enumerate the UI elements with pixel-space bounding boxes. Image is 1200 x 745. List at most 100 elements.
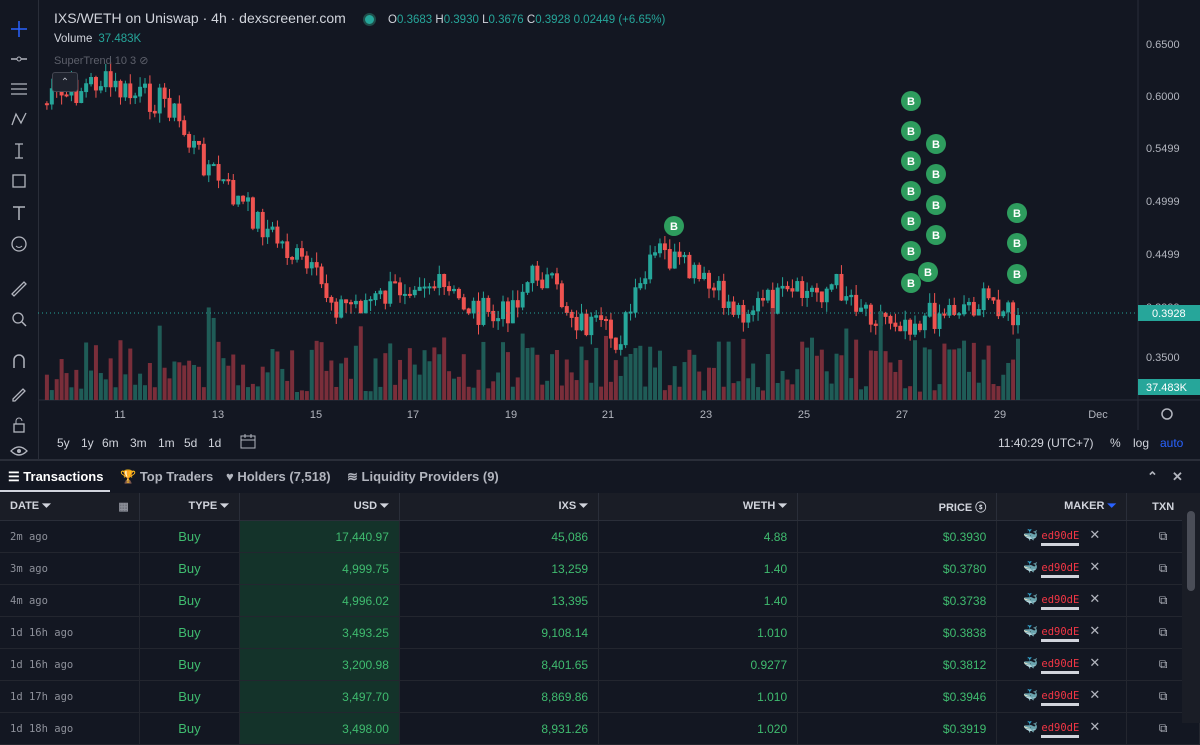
log-scale-toggle[interactable]: log xyxy=(1133,436,1150,450)
volume-bar xyxy=(201,387,206,400)
header-usd[interactable]: USD ⏷ xyxy=(239,493,400,521)
header-type[interactable]: TYPE ⏷ xyxy=(139,493,241,521)
collapse-panel-icon[interactable]: ⌃ xyxy=(1147,469,1158,484)
candle-body xyxy=(471,300,476,314)
table-row[interactable]: 1d 16h ago Buy 3,493.25 9,108.14 1.010 $0.383… xyxy=(0,616,1200,649)
header-date[interactable]: DATE ⏷ ▦ xyxy=(0,493,140,521)
rectangle-icon[interactable] xyxy=(6,168,32,194)
tab-holders[interactable]: ♥ Holders (7,518) xyxy=(226,469,331,484)
tab-transactions[interactable]: ☰ Transactions xyxy=(8,469,104,484)
external-link-icon[interactable]: ⧉ xyxy=(1158,721,1168,735)
maker-address-link[interactable]: ed90dE xyxy=(1041,530,1080,546)
timeframe-3m[interactable]: 3m xyxy=(130,436,147,450)
clear-filter-icon[interactable]: ✕ xyxy=(1089,527,1101,542)
row-maker[interactable]: 🐳 ed90dE ✕ xyxy=(996,552,1128,585)
table-row[interactable]: 1d 18h ago Buy 3,498.00 8,931.26 1.020 $0.391… xyxy=(0,712,1200,745)
ruler-icon[interactable] xyxy=(6,276,32,302)
header-maker[interactable]: MAKER ⏷ xyxy=(996,493,1128,521)
eye-icon[interactable] xyxy=(6,438,32,464)
timeframe-5y[interactable]: 5y xyxy=(57,436,70,450)
table-row[interactable]: 2m ago Buy 17,440.97 45,086 4.88 $0.3930 🐳 ed90… xyxy=(0,520,1200,553)
tab-top-traders[interactable]: 🏆 Top Traders xyxy=(120,469,214,484)
candlestick-chart[interactable]: 0.65000.60000.54990.49990.44990.39990.35… xyxy=(38,0,1200,430)
panel-divider[interactable] xyxy=(0,459,1200,461)
price-chart[interactable]: 0.65000.60000.54990.49990.44990.39990.35… xyxy=(38,0,1200,460)
external-link-icon[interactable]: ⧉ xyxy=(1158,529,1168,543)
external-link-icon[interactable]: ⧉ xyxy=(1158,625,1168,639)
maker-address-link[interactable]: ed90dE xyxy=(1041,690,1080,706)
candle-body xyxy=(427,286,432,289)
volume-bar xyxy=(839,355,844,400)
row-maker[interactable]: 🐳 ed90dE ✕ xyxy=(996,648,1128,681)
collapse-legend-button[interactable]: ⌃ xyxy=(52,72,78,92)
header-price[interactable]: PRICE ⓢ xyxy=(797,493,998,521)
tab-liquidity-providers[interactable]: ≋ Liquidity Providers (9) xyxy=(347,469,499,484)
maker-address-link[interactable]: ed90dE xyxy=(1041,722,1080,738)
candle-body xyxy=(496,318,501,322)
chart-area[interactable]: 0.65000.60000.54990.49990.44990.39990.35… xyxy=(0,0,1200,460)
table-row[interactable]: 4m ago Buy 4,996.02 13,395 1.40 $0.3738 🐳 ed90d… xyxy=(0,584,1200,617)
percent-scale-toggle[interactable]: % xyxy=(1110,436,1121,450)
row-maker[interactable]: 🐳 ed90dE ✕ xyxy=(996,680,1128,713)
table-row[interactable]: 1d 17h ago Buy 3,497.70 8,869.86 1.010 $0.394… xyxy=(0,680,1200,713)
row-maker[interactable]: 🐳 ed90dE ✕ xyxy=(996,712,1128,745)
maker-address-link[interactable]: ed90dE xyxy=(1041,594,1080,610)
measure-icon[interactable] xyxy=(6,138,32,164)
magnet-icon[interactable] xyxy=(6,348,32,374)
candle-body xyxy=(265,228,270,238)
clear-filter-icon[interactable]: ✕ xyxy=(1089,687,1101,702)
zoom-icon[interactable] xyxy=(6,306,32,332)
candle-body xyxy=(447,286,452,292)
table-row[interactable]: 3m ago Buy 4,999.75 13,259 1.40 $0.3780 🐳 ed90d… xyxy=(0,552,1200,585)
row-maker[interactable]: 🐳 ed90dE ✕ xyxy=(996,616,1128,649)
clear-filter-icon[interactable]: ✕ xyxy=(1089,623,1101,638)
volume-bar xyxy=(628,353,633,400)
trend-line-icon[interactable] xyxy=(6,46,32,72)
clear-filter-icon[interactable]: ✕ xyxy=(1089,559,1101,574)
drawing-mode-icon[interactable] xyxy=(6,380,32,406)
candle-body xyxy=(412,289,417,296)
volume-bar xyxy=(147,362,152,400)
timeframe-5d[interactable]: 5d xyxy=(184,436,198,450)
hidden-eye-icon[interactable]: ⊘ xyxy=(139,55,149,67)
external-link-icon[interactable]: ⧉ xyxy=(1158,561,1168,575)
clear-filter-icon[interactable]: ✕ xyxy=(1089,655,1101,670)
ohlc-readout: O0.3683 H0.3930 L0.3676 C0.3928 0.02449 … xyxy=(388,14,666,26)
scrollbar-thumb[interactable] xyxy=(1187,511,1195,591)
external-link-icon[interactable]: ⧉ xyxy=(1158,689,1168,703)
volume-bar xyxy=(780,370,785,400)
row-maker[interactable]: 🐳 ed90dE ✕ xyxy=(996,520,1128,553)
timeframe-6m[interactable]: 6m xyxy=(102,436,119,450)
calendar-icon[interactable]: ▦ xyxy=(118,501,129,513)
emoji-icon[interactable] xyxy=(6,231,32,257)
external-link-icon[interactable]: ⧉ xyxy=(1158,593,1168,607)
auto-scale-toggle[interactable]: auto xyxy=(1160,436,1184,450)
pattern-icon[interactable] xyxy=(6,106,32,132)
fib-icon[interactable] xyxy=(6,76,32,102)
header-ixs[interactable]: IXS ⏷ xyxy=(399,493,600,521)
crosshair-icon[interactable] xyxy=(6,16,32,42)
clear-filter-icon[interactable]: ✕ xyxy=(1089,591,1101,606)
candle-body xyxy=(133,95,138,99)
timeframe-1y[interactable]: 1y xyxy=(81,436,94,450)
maker-address-link[interactable]: ed90dE xyxy=(1041,658,1080,674)
timeframe-1m[interactable]: 1m xyxy=(158,436,175,450)
external-link-icon[interactable]: ⧉ xyxy=(1158,657,1168,671)
text-icon[interactable] xyxy=(6,200,32,226)
lock-icon[interactable] xyxy=(6,412,32,438)
header-weth[interactable]: WETH ⏷ xyxy=(598,493,799,521)
candle-body xyxy=(589,316,594,336)
supertrend-legend[interactable]: SuperTrend 10 3 ⊘ xyxy=(54,55,149,67)
candle-body xyxy=(216,164,221,181)
maker-address-link[interactable]: ed90dE xyxy=(1041,626,1080,642)
candle-body xyxy=(270,226,275,230)
clear-filter-icon[interactable]: ✕ xyxy=(1089,719,1101,734)
table-scrollbar[interactable] xyxy=(1182,493,1200,723)
candle-body xyxy=(182,120,187,135)
maker-address-link[interactable]: ed90dE xyxy=(1041,562,1080,578)
timeframe-1d[interactable]: 1d xyxy=(208,436,222,450)
close-panel-icon[interactable]: ✕ xyxy=(1172,469,1183,484)
row-maker[interactable]: 🐳 ed90dE ✕ xyxy=(996,584,1128,617)
table-row[interactable]: 1d 16h ago Buy 3,200.98 8,401.65 0.9277 $0.38… xyxy=(0,648,1200,681)
date-range-icon[interactable] xyxy=(240,434,258,453)
